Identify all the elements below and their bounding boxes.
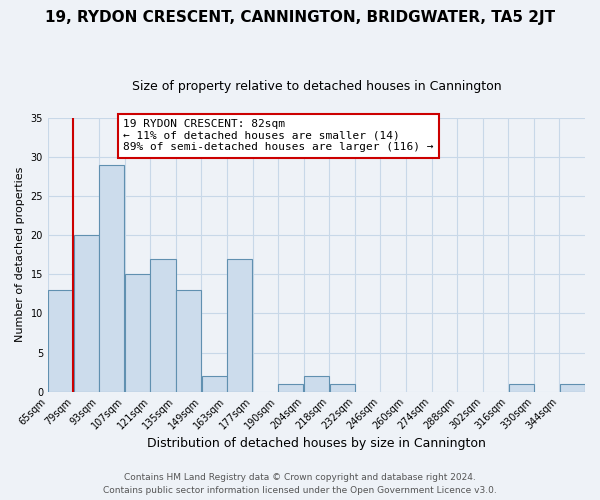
Bar [151,258,176,392]
Bar [176,290,201,392]
Bar [278,384,304,392]
Bar [329,384,355,392]
Y-axis label: Number of detached properties: Number of detached properties [15,167,25,342]
Bar [100,164,124,392]
Bar [560,384,585,392]
Bar [202,376,227,392]
Text: 19, RYDON CRESCENT, CANNINGTON, BRIDGWATER, TA5 2JT: 19, RYDON CRESCENT, CANNINGTON, BRIDGWAT… [45,10,555,25]
Text: 19 RYDON CRESCENT: 82sqm
← 11% of detached houses are smaller (14)
89% of semi-d: 19 RYDON CRESCENT: 82sqm ← 11% of detach… [123,119,434,152]
Text: Contains HM Land Registry data © Crown copyright and database right 2024.
Contai: Contains HM Land Registry data © Crown c… [103,474,497,495]
Bar [509,384,533,392]
Bar [74,235,99,392]
X-axis label: Distribution of detached houses by size in Cannington: Distribution of detached houses by size … [147,437,486,450]
Bar [227,258,252,392]
Bar [48,290,73,392]
Title: Size of property relative to detached houses in Cannington: Size of property relative to detached ho… [131,80,501,93]
Bar [125,274,150,392]
Bar [304,376,329,392]
